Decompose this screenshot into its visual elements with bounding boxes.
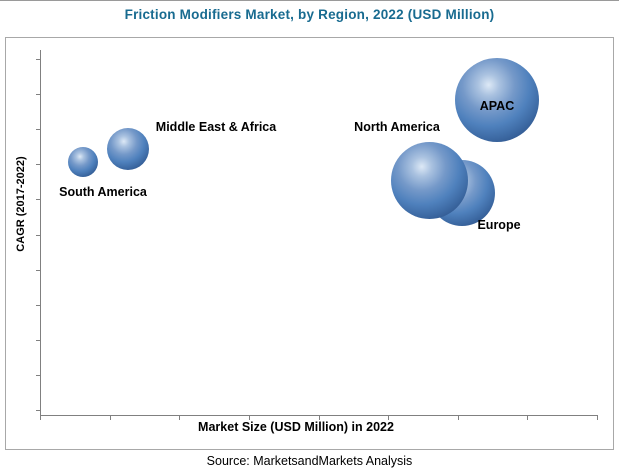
- y-axis-title: CAGR (2017-2022): [15, 156, 27, 252]
- bubble-apac: [455, 58, 539, 142]
- bubble-label-apac: APAC: [479, 99, 515, 113]
- chart-title: Friction Modifiers Market, by Region, 20…: [124, 7, 495, 22]
- y-axis-tick: [36, 374, 40, 376]
- x-axis-tick: [179, 416, 181, 420]
- y-axis-tick: [36, 94, 40, 96]
- bubble-label-north-america: North America: [354, 120, 440, 134]
- y-axis-tick: [36, 339, 40, 341]
- bubble-label-europe: Europe: [477, 218, 521, 232]
- y-axis-tick: [36, 410, 40, 411]
- x-axis-tick: [457, 416, 459, 420]
- y-axis-tick: [36, 129, 40, 131]
- x-axis-tick: [527, 416, 529, 420]
- x-axis-title: Market Size (USD Million) in 2022: [198, 420, 394, 434]
- x-axis-line: [40, 415, 598, 416]
- top-divider: [0, 0, 619, 1]
- y-axis-tick: [36, 59, 40, 60]
- y-axis-tick: [36, 269, 40, 271]
- y-axis-tick: [36, 199, 40, 201]
- bubble-south-america: [68, 147, 98, 177]
- y-axis-line: [40, 50, 41, 416]
- x-axis-tick: [388, 416, 390, 420]
- y-axis-tick: [36, 164, 40, 166]
- bubble-label-south-america: South America: [59, 185, 147, 199]
- source-note: Source: MarketsandMarkets Analysis: [206, 454, 413, 468]
- bubble-label-middle-east-africa: Middle East & Africa: [155, 120, 277, 134]
- bubble-north-america: [390, 141, 468, 219]
- x-axis-tick: [40, 416, 41, 420]
- y-axis-tick: [36, 304, 40, 306]
- x-axis-tick: [248, 416, 250, 420]
- x-axis-tick: [597, 416, 598, 420]
- bubble-middle-east-africa: [107, 128, 149, 170]
- chart-frame: CAGR (2017-2022) Market Size (USD Millio…: [5, 37, 614, 450]
- x-axis-tick: [318, 416, 320, 420]
- x-axis-tick: [109, 416, 111, 420]
- y-axis-tick: [36, 234, 40, 236]
